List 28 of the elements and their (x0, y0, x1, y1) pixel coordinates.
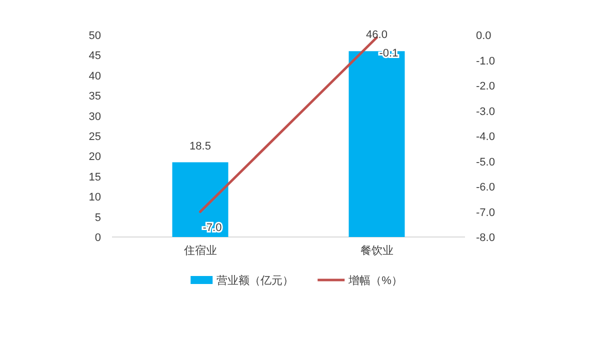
legend-label: 营业额（亿元） (216, 274, 294, 287)
data-label: 46.0 (366, 29, 388, 42)
y-tick-label: 20 (88, 151, 101, 164)
y-tick-label: 0 (94, 232, 101, 244)
y2-tick-label: -6.0 (476, 182, 495, 194)
y-tick-label: 50 (88, 30, 101, 42)
y-tick-label: 40 (88, 70, 101, 82)
y2-tick-label: -4.0 (476, 131, 495, 143)
legend-label: 增幅（%） (348, 275, 402, 287)
y-tick-label: 45 (88, 50, 101, 62)
x-tick-label: 餐饮业 (360, 244, 394, 257)
data-label: -0.1 (379, 48, 398, 60)
y-tick-label: 15 (88, 171, 101, 184)
y-tick-label: 30 (88, 110, 101, 123)
y-tick-label: 5 (94, 212, 101, 224)
y-tick-label: 35 (88, 90, 101, 103)
y2-tick-label: 0.0 (476, 30, 492, 42)
y2-tick-label: -7.0 (476, 206, 495, 219)
y2-tick-label: -3.0 (476, 106, 495, 118)
data-label: 18.5 (190, 140, 211, 152)
y-tick-label: 25 (88, 131, 101, 143)
y2-tick-label: -1.0 (476, 55, 495, 68)
x-tick-label: 住宿业 (184, 244, 217, 257)
y-tick-label: 10 (88, 192, 101, 204)
data-label: -7.0 (202, 222, 222, 234)
y2-tick-label: -2.0 (476, 80, 495, 92)
y2-tick-label: -8.0 (476, 232, 495, 244)
y2-tick-label: -5.0 (476, 156, 495, 168)
